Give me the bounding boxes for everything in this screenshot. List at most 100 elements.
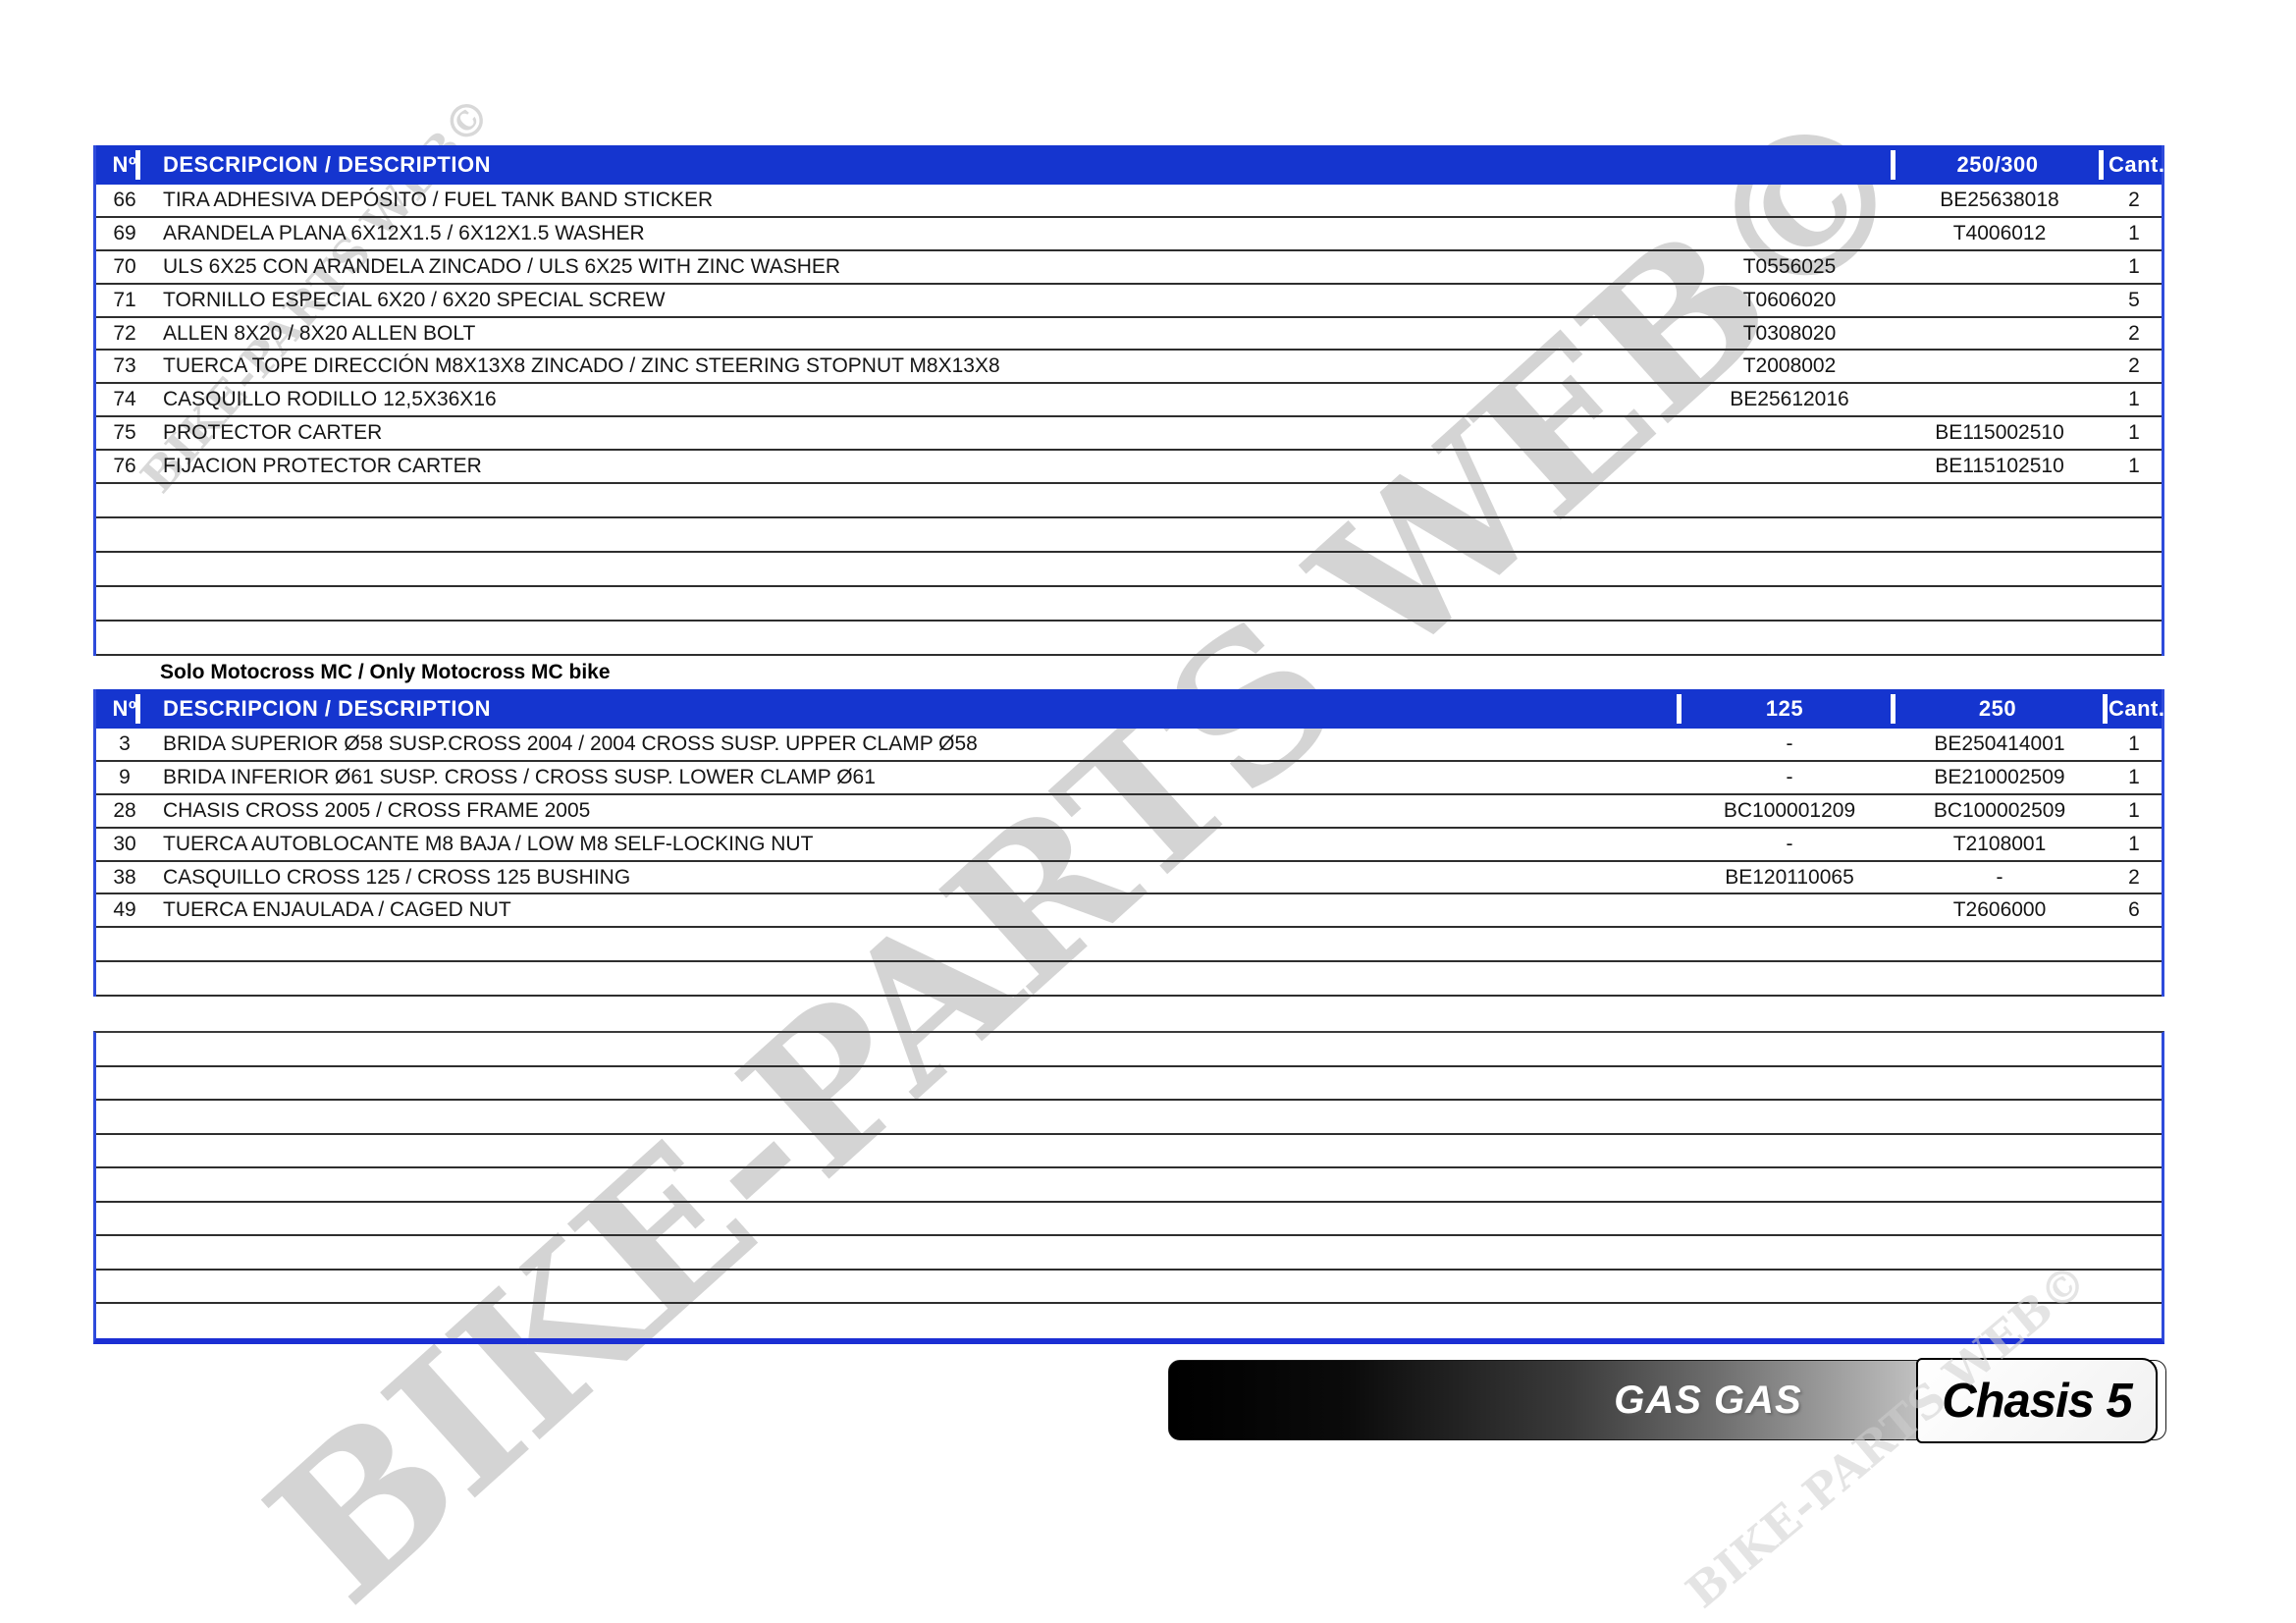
empty-table-row <box>96 587 2162 622</box>
part-description: BRIDA SUPERIOR Ø58 SUSP.CROSS 2004 / 200… <box>163 731 978 755</box>
header-divider <box>1891 694 1896 724</box>
table-row: 72 ALLEN 8X20 / 8X20 ALLEN BOLT T0308020 2 <box>96 318 2162 352</box>
parts-table-main: Nº DESCRIPCION / DESCRIPTION 250/300 Can… <box>93 145 2164 657</box>
part-ref-right: BE25638018 <box>1940 188 2059 211</box>
table-row: 38 CASQUILLO CROSS 125 / CROSS 125 BUSHIN… <box>96 862 2162 895</box>
empty-notes-row <box>96 1168 2162 1203</box>
part-description: TORNILLO ESPECIAL 6X20 / 6X20 SPECIAL SC… <box>163 288 666 311</box>
empty-table-row <box>96 553 2162 588</box>
part-description: CASQUILLO RODILLO 12,5X36X16 <box>163 388 497 411</box>
part-ref-right: BE250414001 <box>1934 731 2065 755</box>
empty-notes-row <box>96 1304 2162 1338</box>
part-ref-mid: T0606020 <box>1742 288 1837 311</box>
part-ref-mid <box>1684 185 1895 216</box>
part-ref-right: T2606000 <box>1952 898 2047 922</box>
column-header-number: Nº <box>112 696 137 721</box>
part-description: ALLEN 8X20 / 8X20 ALLEN BOLT <box>163 321 476 345</box>
part-ref-mid: - <box>1786 832 1793 855</box>
part-ref-right <box>1895 384 2105 415</box>
table-row: 76 FIJACION PROTECTOR CARTER BE115102510 1 <box>96 451 2162 485</box>
part-quantity: 2 <box>2128 188 2140 211</box>
part-ref-mid: BC100001209 <box>1723 798 1856 822</box>
column-header-quantity: Cant. <box>2109 696 2165 721</box>
part-ref-right <box>1895 285 2105 316</box>
part-ref-mid: BE25612016 <box>1730 388 1849 411</box>
table-row: 30 TUERCA AUTOBLOCANTE M8 BAJA / LOW M8 S… <box>96 829 2162 862</box>
empty-notes-row <box>96 1271 2162 1304</box>
table-row: 49 TUERCA ENJAULADA / CAGED NUT T2606000 6 <box>96 894 2162 929</box>
page-label-box: Chasis 5 <box>1916 1358 2158 1443</box>
table-row: 66 TIRA ADHESIVA DEPÓSITO / FUEL TANK BAN… <box>96 185 2162 218</box>
part-description: TUERCA TOPE DIRECCIÓN M8X13X8 ZINCADO / … <box>163 354 1000 378</box>
column-header-125: 125 <box>1765 696 1804 721</box>
empty-notes-row <box>96 1033 2162 1067</box>
part-number-index: 74 <box>113 388 136 411</box>
column-header-250: 250 <box>1978 696 2017 721</box>
part-ref-right: BE210002509 <box>1934 765 2065 788</box>
part-quantity: 1 <box>2128 731 2140 755</box>
part-ref-right: T2108001 <box>1952 832 2047 855</box>
empty-table-row <box>96 622 2162 657</box>
part-number-index: 69 <box>113 221 136 244</box>
table-row: 69 ARANDELA PLANA 6X12X1.5 / 6X12X1.5 WAS… <box>96 218 2162 251</box>
part-number-index: 76 <box>113 455 136 478</box>
header-divider <box>135 150 140 180</box>
part-ref-right: - <box>1996 865 2003 889</box>
part-quantity: 1 <box>2128 254 2140 278</box>
part-number-index: 3 <box>119 731 131 755</box>
part-ref-mid: T0556025 <box>1742 254 1837 278</box>
part-quantity: 2 <box>2128 321 2140 345</box>
part-number-index: 38 <box>113 865 136 889</box>
table-header: Nº DESCRIPCION / DESCRIPTION 250/300 Can… <box>96 145 2164 185</box>
column-header-250-300: 250/300 <box>1956 152 2039 177</box>
part-ref-right: BC100002509 <box>1933 798 2066 822</box>
empty-notes-row <box>96 1067 2162 1101</box>
column-header-number: Nº <box>112 152 137 177</box>
column-header-description: DESCRIPCION / DESCRIPTION <box>163 696 491 721</box>
empty-table-row <box>96 928 2162 963</box>
part-description: TUERCA ENJAULADA / CAGED NUT <box>163 898 511 922</box>
table-row: 74 CASQUILLO RODILLO 12,5X36X16 BE25612016… <box>96 384 2162 418</box>
part-ref-mid <box>1684 451 1895 482</box>
part-ref-right <box>1895 351 2105 382</box>
header-divider <box>2099 150 2104 180</box>
part-ref-right: T4006012 <box>1952 221 2047 244</box>
header-divider <box>1891 150 1896 180</box>
part-quantity: 1 <box>2128 832 2140 855</box>
part-description: BRIDA INFERIOR Ø61 SUSP. CROSS / CROSS S… <box>163 765 876 788</box>
empty-notes-row <box>96 1101 2162 1135</box>
part-description: ULS 6X25 CON ARANDELA ZINCADO / ULS 6X25… <box>163 254 841 278</box>
part-quantity: 1 <box>2128 421 2140 445</box>
motocross-table-caption: Solo Motocross MC / Only Motocross MC bi… <box>160 661 611 683</box>
table-row: 3 BRIDA SUPERIOR Ø58 SUSP.CROSS 2004 / 20… <box>96 729 2162 762</box>
part-description: TIRA ADHESIVA DEPÓSITO / FUEL TANK BAND … <box>163 188 714 211</box>
part-ref-right: BE115102510 <box>1935 455 2064 478</box>
part-ref-mid: T2008002 <box>1742 354 1837 378</box>
part-description: FIJACION PROTECTOR CARTER <box>163 455 482 478</box>
part-ref-mid <box>1684 417 1895 449</box>
empty-notes-row <box>96 1135 2162 1168</box>
part-quantity: 2 <box>2128 354 2140 378</box>
header-divider <box>1677 694 1682 724</box>
part-number-index: 71 <box>113 288 136 311</box>
part-number-index: 9 <box>119 765 131 788</box>
part-number-index: 70 <box>113 254 136 278</box>
part-number-index: 75 <box>113 421 136 445</box>
empty-notes-row <box>96 1236 2162 1271</box>
brand-logo-text: GAS GAS <box>1614 1378 1802 1422</box>
part-ref-right: BE115002510 <box>1935 421 2064 445</box>
part-description: TUERCA AUTOBLOCANTE M8 BAJA / LOW M8 SEL… <box>163 832 814 855</box>
table-row: 70 ULS 6X25 CON ARANDELA ZINCADO / ULS 6X… <box>96 251 2162 285</box>
table-row: 73 TUERCA TOPE DIRECCIÓN M8X13X8 ZINCADO … <box>96 351 2162 385</box>
part-description: CASQUILLO CROSS 125 / CROSS 125 BUSHING <box>163 865 631 889</box>
part-number-index: 66 <box>113 188 136 211</box>
part-description: PROTECTOR CARTER <box>163 421 383 445</box>
empty-table-row <box>96 518 2162 554</box>
part-number-index: 72 <box>113 321 136 345</box>
empty-notes-row <box>96 1203 2162 1236</box>
page-label: Chasis 5 <box>1942 1374 2133 1428</box>
part-ref-mid: BE120110065 <box>1725 865 1854 889</box>
part-quantity: 6 <box>2128 898 2140 922</box>
part-ref-mid <box>1684 894 1895 926</box>
